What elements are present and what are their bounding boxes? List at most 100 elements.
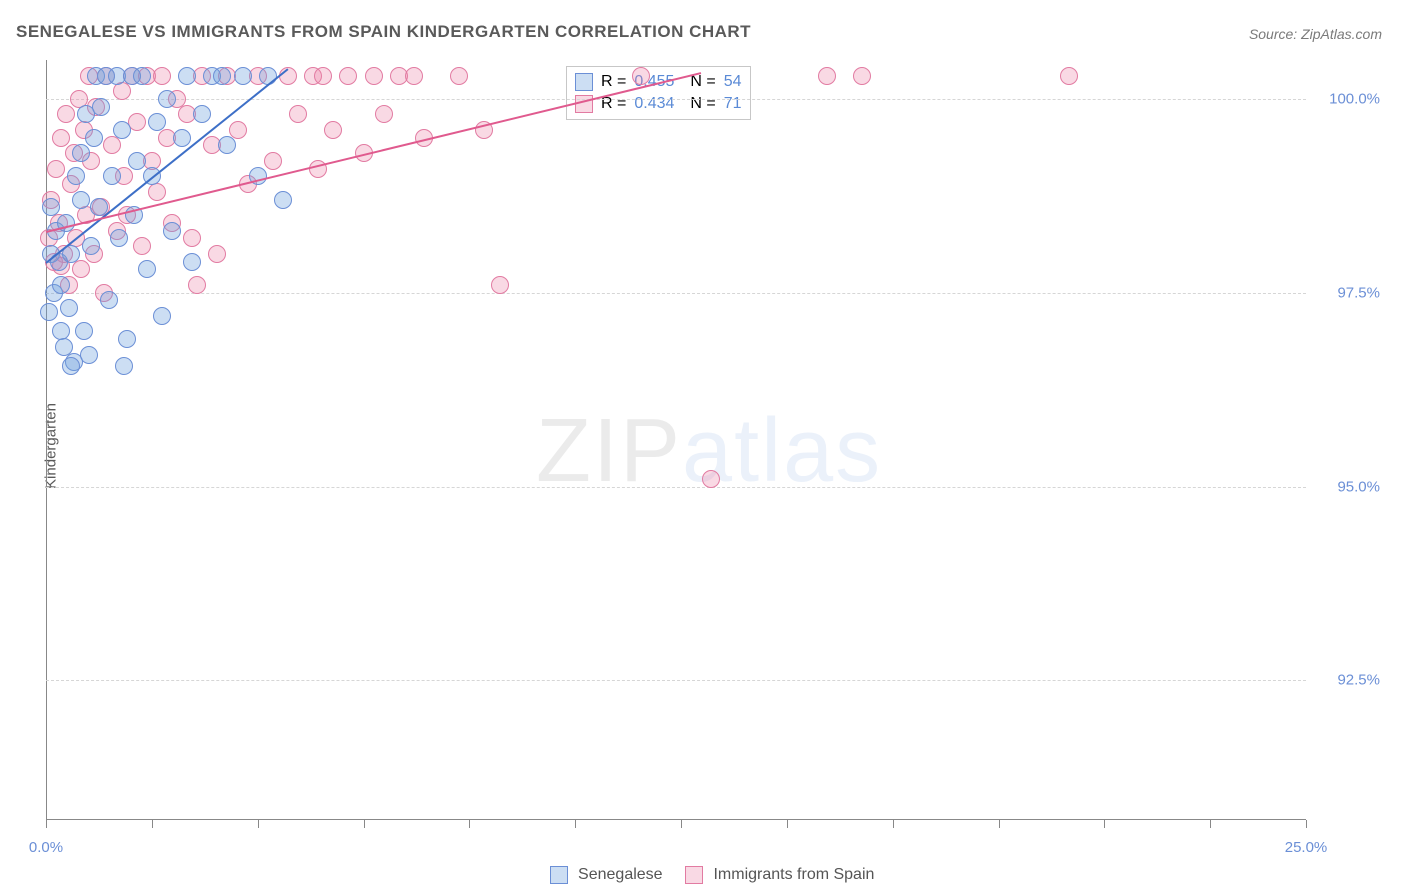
legend-label-1: Senegalese <box>578 866 663 883</box>
x-tick <box>893 820 894 828</box>
data-point <box>103 167 121 185</box>
data-point <box>153 67 171 85</box>
x-tick <box>1104 820 1105 828</box>
swatch-icon <box>685 866 703 884</box>
r-label: R = <box>601 95 626 113</box>
n-value-1: 54 <box>724 73 742 91</box>
r-label: R = <box>601 73 626 91</box>
data-point <box>92 98 110 116</box>
data-point <box>75 322 93 340</box>
y-tick-label: 100.0% <box>1320 90 1380 107</box>
data-point <box>103 136 121 154</box>
data-point <box>702 470 720 488</box>
y-tick-label: 95.0% <box>1320 478 1380 495</box>
x-tick <box>999 820 1000 828</box>
data-point <box>62 357 80 375</box>
x-tick <box>787 820 788 828</box>
data-point <box>213 67 231 85</box>
x-tick <box>1306 820 1307 828</box>
swatch-icon <box>550 866 568 884</box>
data-point <box>57 105 75 123</box>
data-point <box>60 299 78 317</box>
legend-label-2: Immigrants from Spain <box>713 866 874 883</box>
data-point <box>289 105 307 123</box>
n-label: N = <box>690 95 715 113</box>
r-value-2: 0.434 <box>634 95 674 113</box>
y-tick-label: 97.5% <box>1320 284 1380 301</box>
x-tick <box>1210 820 1211 828</box>
data-point <box>40 303 58 321</box>
data-point <box>178 67 196 85</box>
swatch-icon <box>575 73 593 91</box>
data-point <box>818 67 836 85</box>
gridline <box>46 680 1306 681</box>
x-tick <box>364 820 365 828</box>
data-point <box>259 67 277 85</box>
data-point <box>491 276 509 294</box>
data-point <box>52 129 70 147</box>
data-point <box>153 307 171 325</box>
data-point <box>314 67 332 85</box>
data-point <box>365 67 383 85</box>
data-point <box>148 113 166 131</box>
data-point <box>148 183 166 201</box>
data-point <box>450 67 468 85</box>
gridline <box>46 293 1306 294</box>
data-point <box>234 67 252 85</box>
data-point <box>163 222 181 240</box>
data-point <box>274 191 292 209</box>
x-axis <box>46 819 1306 820</box>
data-point <box>173 129 191 147</box>
x-tick <box>575 820 576 828</box>
x-tick-label: 25.0% <box>1285 839 1328 856</box>
data-point <box>339 67 357 85</box>
chart-title: SENEGALESE VS IMMIGRANTS FROM SPAIN KIND… <box>16 22 751 42</box>
data-point <box>405 67 423 85</box>
source-label: Source: ZipAtlas.com <box>1249 26 1382 42</box>
data-point <box>138 260 156 278</box>
data-point <box>42 198 60 216</box>
data-point <box>218 136 236 154</box>
data-point <box>229 121 247 139</box>
x-tick <box>258 820 259 828</box>
data-point <box>85 129 103 147</box>
trend-line <box>46 72 702 233</box>
data-point <box>133 237 151 255</box>
data-point <box>72 191 90 209</box>
data-point <box>110 229 128 247</box>
data-point <box>375 105 393 123</box>
x-tick <box>681 820 682 828</box>
data-point <box>183 253 201 271</box>
data-point <box>113 121 131 139</box>
data-point <box>208 245 226 263</box>
data-point <box>82 237 100 255</box>
scatter-plot: ZIPatlas R = 0.455 N = 54 R = 0.434 N = … <box>46 60 1306 820</box>
data-point <box>52 276 70 294</box>
data-point <box>47 160 65 178</box>
x-tick-label: 0.0% <box>29 839 63 856</box>
data-point <box>324 121 342 139</box>
data-point <box>72 144 90 162</box>
data-point <box>193 105 211 123</box>
data-point <box>188 276 206 294</box>
gridline <box>46 99 1306 100</box>
data-point <box>80 346 98 364</box>
data-point <box>67 167 85 185</box>
n-value-2: 71 <box>724 95 742 113</box>
correlation-legend: R = 0.455 N = 54 R = 0.434 N = 71 <box>566 66 751 120</box>
data-point <box>853 67 871 85</box>
data-point <box>264 152 282 170</box>
data-point <box>133 67 151 85</box>
data-point <box>115 357 133 375</box>
data-point <box>72 260 90 278</box>
y-tick-label: 92.5% <box>1320 672 1380 689</box>
data-point <box>632 67 650 85</box>
x-tick <box>46 820 47 828</box>
data-point <box>128 152 146 170</box>
gridline <box>46 487 1306 488</box>
y-axis <box>46 60 47 820</box>
bottom-legend: Senegalese Immigrants from Spain <box>0 866 1406 884</box>
x-tick <box>469 820 470 828</box>
data-point <box>158 90 176 108</box>
data-point <box>183 229 201 247</box>
